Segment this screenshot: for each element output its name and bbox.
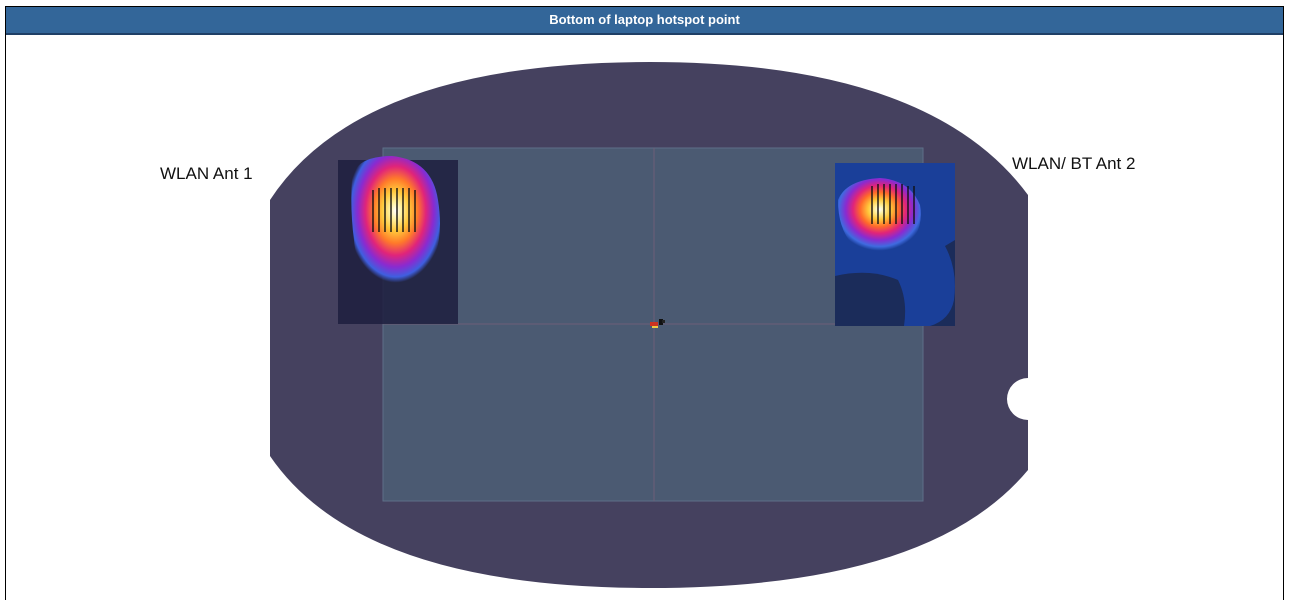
hotspot-antenna-2 <box>835 163 955 326</box>
antenna-1-label: WLAN Ant 1 <box>160 164 253 183</box>
hotspot-antenna-1 <box>338 156 458 324</box>
antenna-2-label: WLAN/ BT Ant 2 <box>1012 154 1136 173</box>
antenna-1-probe-lines <box>372 188 416 232</box>
figure-title: Bottom of laptop hotspot point <box>6 7 1283 35</box>
antenna-2-probe-lines <box>871 184 915 224</box>
origin-marker <box>650 319 665 328</box>
